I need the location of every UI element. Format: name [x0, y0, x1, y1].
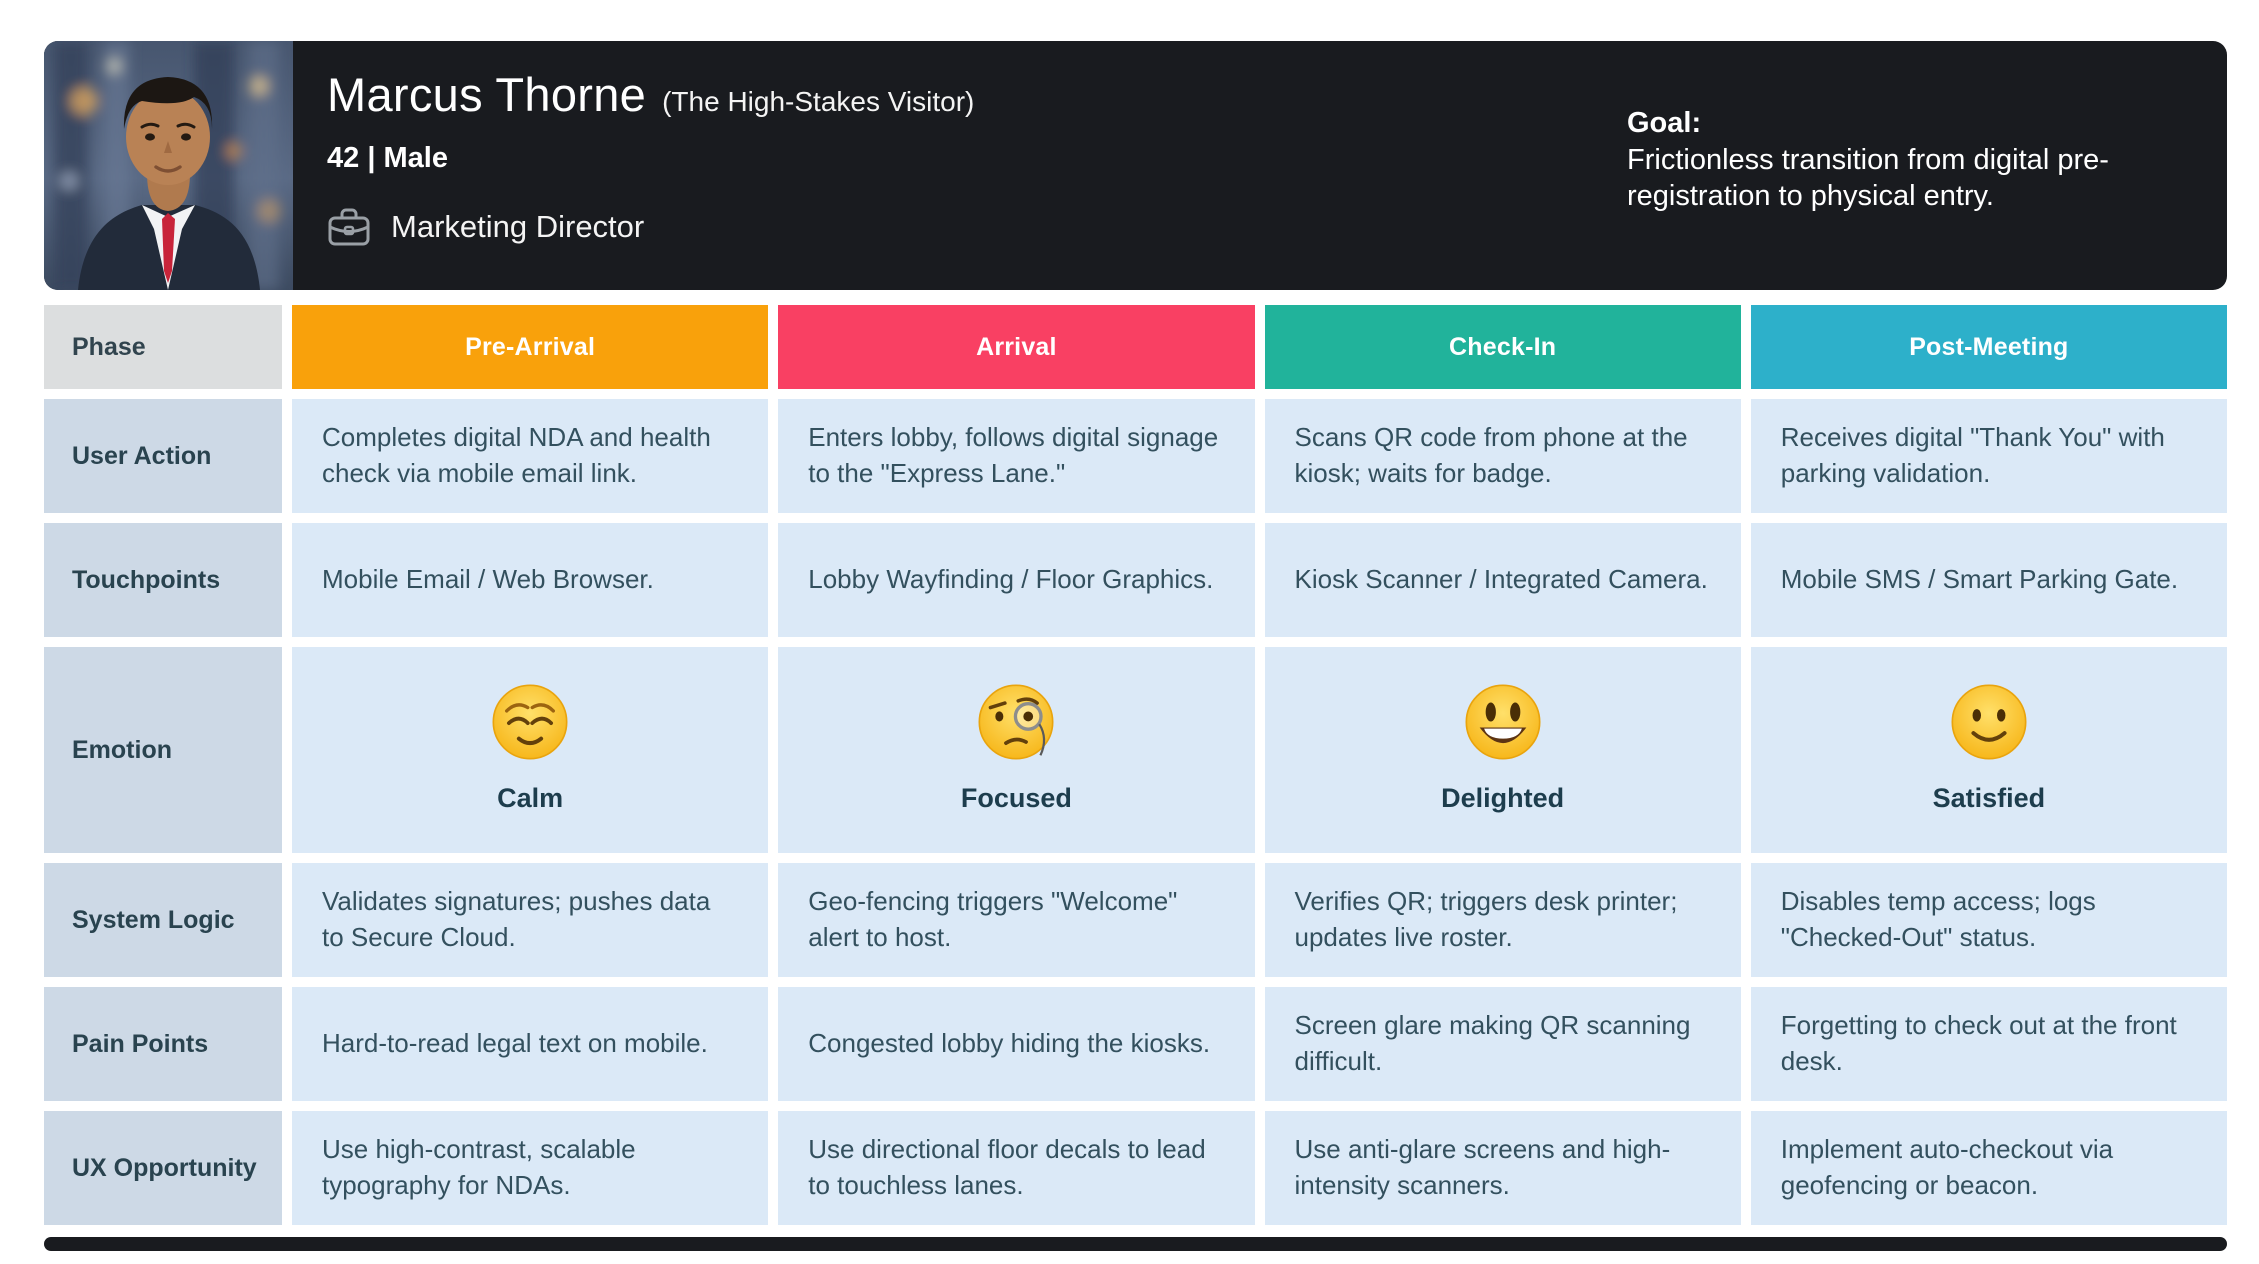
cell-text: Forgetting to check out at the front des…	[1780, 1010, 2177, 1076]
emotion-caption-satisfied: Satisfied	[1932, 783, 2046, 814]
ux-opportunity-cell-pre-arrival: Use high-contrast, scalable typography f…	[292, 1111, 769, 1225]
phase-header-check-in: Check-In	[1264, 305, 1741, 389]
cell-text: Receives digital "Thank You" with parkin…	[1780, 422, 2165, 488]
cell-text: Use anti-glare screens and high-intensit…	[1294, 1134, 1671, 1200]
touchpoints-cell-post-meeting: Mobile SMS / Smart Parking Gate.	[1750, 523, 2227, 637]
pain-points-cell-arrival: Congested lobby hiding the kiosks.	[778, 987, 1255, 1101]
user-action-cell-pre-arrival: Completes digital NDA and health check v…	[292, 399, 769, 513]
cell-text: Kiosk Scanner / Integrated Camera.	[1294, 564, 1708, 595]
cell-text: Disables temp access; logs "Checked-Out"…	[1780, 886, 2096, 952]
emotion-caption-focused: Focused	[960, 783, 1072, 814]
cell-text: Mobile Email / Web Browser.	[322, 564, 654, 595]
portrait-photo-man-in-suit	[44, 41, 293, 290]
goal-text: Frictionless transition from digital pre…	[1627, 143, 2109, 213]
touchpoints-cell-arrival: Lobby Wayfinding / Floor Graphics.	[778, 523, 1255, 637]
persona-role-line: Marketing Director	[327, 207, 1627, 247]
persona-demographics: 42 | Male	[327, 142, 448, 174]
system-logic-cell-check-in: Verifies QR; triggers desk printer; upda…	[1264, 863, 1741, 977]
touchpoints-cell-check-in: Kiosk Scanner / Integrated Camera.	[1264, 523, 1741, 637]
persona-role: Marketing Director	[391, 209, 645, 244]
emotion-cell-arrival: Focused	[778, 647, 1255, 853]
phase-header-arrival: Arrival	[778, 305, 1255, 389]
cell-text: Verifies QR; triggers desk printer; upda…	[1294, 886, 1678, 952]
ux-opportunity-cell-arrival: Use directional floor decals to lead to …	[778, 1111, 1255, 1225]
pain-points-cell-check-in: Screen glare making QR scanning difficul…	[1264, 987, 1741, 1101]
row-label-ux-opportunity: UX Opportunity	[44, 1111, 282, 1225]
cell-text: Enters lobby, follows digital signage to…	[808, 422, 1219, 488]
row-label-touchpoints: Touchpoints	[44, 523, 282, 637]
relieved-face-emoji	[490, 682, 570, 762]
emotion-caption-calm: Calm	[497, 783, 564, 814]
cell-text: Implement auto-checkout via geofencing o…	[1780, 1134, 2114, 1200]
cell-text: Lobby Wayfinding / Floor Graphics.	[808, 564, 1214, 595]
ux-opportunity-cell-check-in: Use anti-glare screens and high-intensit…	[1264, 1111, 1741, 1225]
system-logic-cell-pre-arrival: Validates signatures; pushes data to Sec…	[292, 863, 769, 977]
cell-text: Use directional floor decals to lead to …	[808, 1134, 1206, 1200]
phase-header-post-meeting: Post-Meeting	[1750, 305, 2227, 389]
monocle-face-emoji	[976, 682, 1056, 762]
user-action-cell-post-meeting: Receives digital "Thank You" with parkin…	[1750, 399, 2227, 513]
cell-text: Validates signatures; pushes data to Sec…	[322, 886, 711, 952]
row-label-user-action: User Action	[44, 399, 282, 513]
system-logic-cell-post-meeting: Disables temp access; logs "Checked-Out"…	[1750, 863, 2227, 977]
persona-goal: Goal: Frictionless transition from digit…	[1627, 41, 2227, 290]
emotion-cell-post-meeting: Satisfied	[1750, 647, 2227, 853]
cell-text: Completes digital NDA and health check v…	[322, 422, 711, 488]
ux-opportunity-cell-post-meeting: Implement auto-checkout via geofencing o…	[1750, 1111, 2227, 1225]
phase-corner-cell: Phase	[44, 305, 282, 389]
briefcase-icon	[328, 208, 370, 246]
touchpoints-cell-pre-arrival: Mobile Email / Web Browser.	[292, 523, 769, 637]
journey-table: Phase Pre-Arrival Arrival Check-In Post-Meet…	[44, 305, 2227, 1225]
cell-text: Scans QR code from phone at the kiosk; w…	[1294, 422, 1688, 488]
persona-name: Marcus Thorne	[327, 68, 647, 121]
grinning-face-emoji	[1463, 682, 1543, 762]
persona-info: Marcus Thorne (The High-Stakes Visitor) …	[293, 41, 1627, 290]
persona-photo	[44, 41, 293, 290]
user-action-cell-arrival: Enters lobby, follows digital signage to…	[778, 399, 1255, 513]
cell-text: Geo-fencing triggers "Welcome" alert to …	[808, 886, 1178, 952]
cell-text: Screen glare making QR scanning difficul…	[1294, 1010, 1691, 1076]
phase-header-pre-arrival: Pre-Arrival	[292, 305, 769, 389]
system-logic-cell-arrival: Geo-fencing triggers "Welcome" alert to …	[778, 863, 1255, 977]
persona-name-line: Marcus Thorne (The High-Stakes Visitor)	[327, 67, 1627, 122]
emotion-cell-check-in: Delighted	[1264, 647, 1741, 853]
goal-label: Goal:	[1627, 107, 1702, 139]
cell-text: Use high-contrast, scalable typography f…	[322, 1134, 636, 1200]
cell-text: Congested lobby hiding the kiosks.	[808, 1028, 1211, 1059]
cell-text: Hard-to-read legal text on mobile.	[322, 1028, 708, 1059]
user-action-cell-check-in: Scans QR code from phone at the kiosk; w…	[1264, 399, 1741, 513]
persona-header-card: Marcus Thorne (The High-Stakes Visitor) …	[44, 41, 2227, 290]
row-label-emotion: Emotion	[44, 647, 282, 853]
pain-points-cell-pre-arrival: Hard-to-read legal text on mobile.	[292, 987, 769, 1101]
persona-alias: (The High-Stakes Visitor)	[662, 86, 975, 117]
footer-accent-bar	[44, 1237, 2227, 1251]
row-label-pain-points: Pain Points	[44, 987, 282, 1101]
cell-text: Mobile SMS / Smart Parking Gate.	[1780, 564, 2179, 595]
pain-points-cell-post-meeting: Forgetting to check out at the front des…	[1750, 987, 2227, 1101]
emotion-cell-pre-arrival: Calm	[292, 647, 769, 853]
emotion-caption-delighted: Delighted	[1441, 783, 1565, 814]
slightly-smiling-face-emoji	[1949, 682, 2029, 762]
row-label-system-logic: System Logic	[44, 863, 282, 977]
